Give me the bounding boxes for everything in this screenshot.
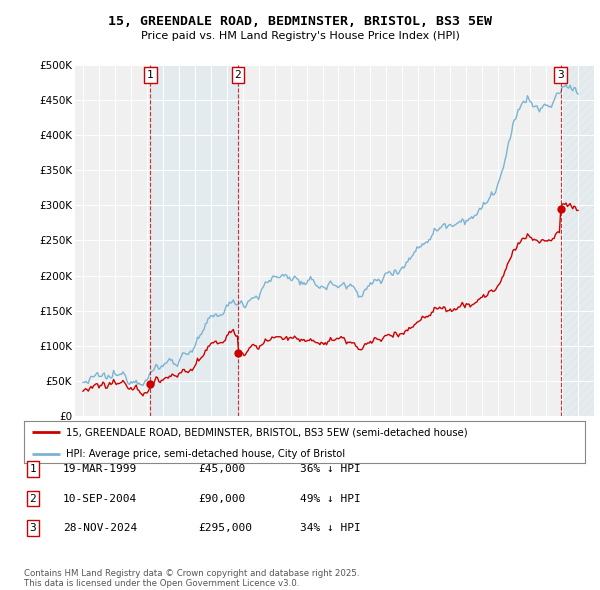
Text: 49% ↓ HPI: 49% ↓ HPI bbox=[300, 494, 361, 503]
Text: 36% ↓ HPI: 36% ↓ HPI bbox=[300, 464, 361, 474]
Text: Price paid vs. HM Land Registry's House Price Index (HPI): Price paid vs. HM Land Registry's House … bbox=[140, 31, 460, 41]
Text: 1: 1 bbox=[147, 70, 154, 80]
Text: 15, GREENDALE ROAD, BEDMINSTER, BRISTOL, BS3 5EW: 15, GREENDALE ROAD, BEDMINSTER, BRISTOL,… bbox=[108, 15, 492, 28]
Text: 2: 2 bbox=[29, 494, 37, 503]
Text: 19-MAR-1999: 19-MAR-1999 bbox=[63, 464, 137, 474]
Text: £90,000: £90,000 bbox=[198, 494, 245, 503]
Text: £295,000: £295,000 bbox=[198, 523, 252, 533]
Text: 34% ↓ HPI: 34% ↓ HPI bbox=[300, 523, 361, 533]
Text: 28-NOV-2024: 28-NOV-2024 bbox=[63, 523, 137, 533]
Text: 1: 1 bbox=[29, 464, 37, 474]
Text: 10-SEP-2004: 10-SEP-2004 bbox=[63, 494, 137, 503]
Text: 3: 3 bbox=[29, 523, 37, 533]
Bar bbox=[151, 65, 238, 416]
Text: HPI: Average price, semi-detached house, City of Bristol: HPI: Average price, semi-detached house,… bbox=[66, 449, 345, 459]
Bar bbox=[560, 65, 594, 416]
Text: Contains HM Land Registry data © Crown copyright and database right 2025.
This d: Contains HM Land Registry data © Crown c… bbox=[24, 569, 359, 588]
Text: £45,000: £45,000 bbox=[198, 464, 245, 474]
Text: 15, GREENDALE ROAD, BEDMINSTER, BRISTOL, BS3 5EW (semi-detached house): 15, GREENDALE ROAD, BEDMINSTER, BRISTOL,… bbox=[66, 427, 468, 437]
Text: 3: 3 bbox=[557, 70, 564, 80]
Text: 2: 2 bbox=[235, 70, 241, 80]
